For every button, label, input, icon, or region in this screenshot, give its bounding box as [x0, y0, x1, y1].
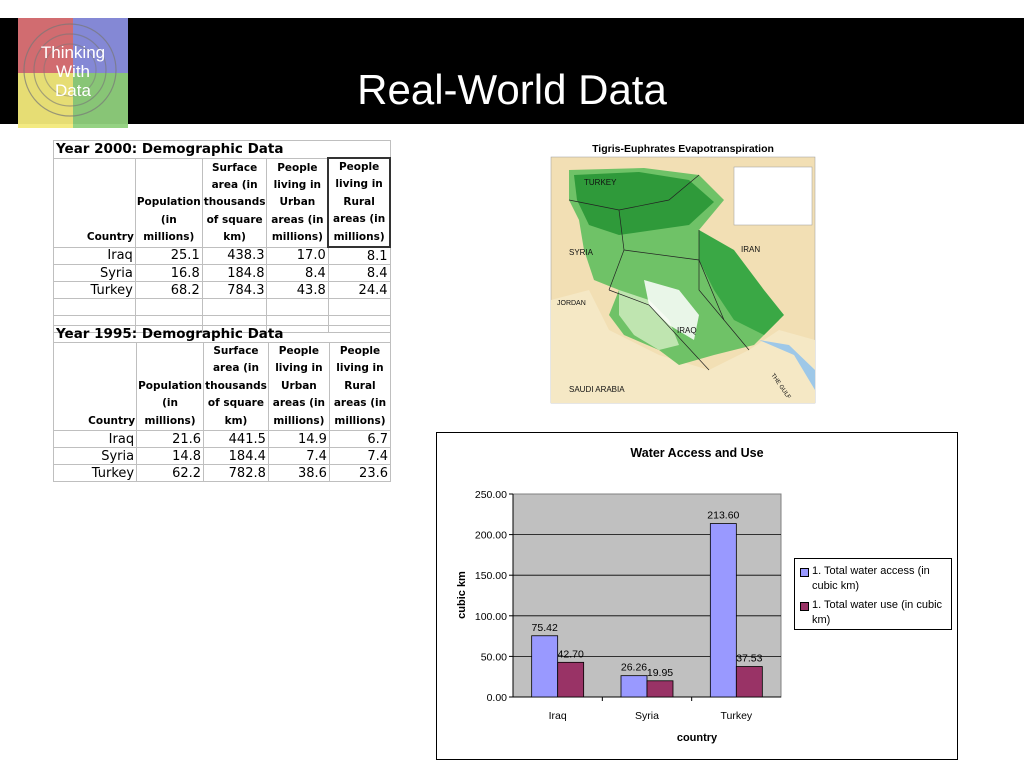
table-title: Year 1995: Demographic Data — [53, 325, 391, 343]
table-title: Year 2000: Demographic Data — [53, 140, 391, 159]
table-cell: 25.1 — [134, 246, 203, 266]
table-row: Syria 16.8 184.8 8.4 8.4 — [53, 264, 391, 283]
table-row: Turkey 62.2 782.8 38.6 23.6 — [52, 464, 392, 483]
table-row: Iraq 21.6 441.5 14.9 6.7 — [52, 430, 392, 449]
table-cell: 23.6 — [328, 464, 392, 483]
demographic-table-1995: Year 1995: Demographic Data Country Popu… — [52, 325, 392, 483]
country-cell: Turkey — [53, 281, 136, 300]
y-tick-label: 50.00 — [481, 651, 507, 663]
demographic-table-2000: Year 2000: Demographic Data Country Popu… — [53, 140, 391, 334]
table-cell: 8.4 — [266, 264, 329, 283]
table-cell: 438.3 — [201, 246, 268, 266]
table-cell: 24.4 — [327, 281, 391, 300]
map-label-jordan: JORDAN — [557, 300, 586, 307]
y-tick-label: 150.00 — [475, 570, 507, 582]
column-header: People living in Urban areas (in million… — [267, 341, 330, 432]
data-label: 26.26 — [621, 662, 647, 674]
table-cell: 21.6 — [136, 430, 205, 449]
table-cell: 784.3 — [201, 281, 268, 300]
legend-label: 1. Total water use (in cubic km) — [812, 599, 943, 626]
legend-swatch — [800, 602, 809, 611]
map-label-saudi-arabia: SAUDI ARABIA — [569, 385, 625, 394]
y-tick-label: 200.00 — [475, 530, 507, 542]
water-access-chart: Water Access and Use 0.00 50.00 100.00 150.… — [436, 432, 958, 760]
country-cell: Syria — [52, 447, 138, 466]
data-label: 42.70 — [558, 648, 584, 660]
column-header: People living in Urban areas (in million… — [266, 157, 329, 248]
chart-svg: Water Access and Use 0.00 50.00 100.00 150.… — [456, 446, 782, 744]
map-title: Tigris-Euphrates Evapotranspiration — [592, 143, 774, 155]
table-row: Turkey 68.2 784.3 43.8 24.4 — [53, 281, 391, 300]
table-cell: 14.8 — [136, 447, 205, 466]
table-cell: 7.4 — [267, 447, 330, 466]
x-axis-label: country — [677, 732, 718, 744]
title-bar: Thinking With Data Real-World Data — [0, 18, 1024, 128]
logo-text-line-3: Data — [55, 81, 91, 100]
table-cell: 8.4 — [327, 264, 391, 283]
y-tick-label: 0.00 — [487, 692, 508, 704]
legend-label: 1. Total water access (in cubic km) — [812, 565, 930, 592]
chart-legend: 1. Total water access (in cubic km) 1. T… — [794, 558, 952, 630]
x-axis-ticks: Iraq Syria Turkey — [549, 697, 753, 722]
bar-iraq-series-2 — [557, 661, 585, 698]
column-header: People living in Rural areas (in million… — [328, 341, 392, 432]
legend-swatch — [800, 568, 809, 577]
country-cell: Syria — [53, 264, 136, 283]
table-cell: 441.5 — [203, 430, 269, 449]
bar-turkey-series-1 — [709, 523, 737, 698]
map-legend — [733, 166, 813, 226]
map-label-turkey: TURKEY — [584, 178, 617, 187]
x-tick-label: Turkey — [720, 710, 752, 722]
table-cell: 184.4 — [203, 447, 269, 466]
map-label-iran: IRAN — [741, 245, 760, 254]
table-cell: 7.4 — [328, 447, 392, 466]
data-label: 37.53 — [736, 653, 762, 665]
thinking-with-data-logo: Thinking With Data — [18, 18, 128, 128]
table-cell: 14.9 — [267, 430, 330, 449]
x-tick-label: Iraq — [549, 710, 567, 722]
column-header: Population (in millions) — [136, 341, 205, 432]
country-cell: Iraq — [52, 430, 138, 449]
data-label: 19.95 — [647, 667, 673, 679]
y-axis-label: cubic km — [456, 571, 468, 619]
table-cell: 782.8 — [203, 464, 269, 483]
y-tick-label: 100.00 — [475, 611, 507, 623]
column-header: People living in Rural areas (in million… — [327, 156, 391, 249]
data-label: 75.42 — [532, 622, 558, 634]
map-label-iraq: IRAQ — [677, 326, 697, 335]
table-cell: 16.8 — [134, 264, 203, 283]
bar-turkey-series-2 — [735, 666, 763, 698]
data-label: 213.60 — [707, 510, 739, 522]
column-header: Surface area (in thousands of square km) — [203, 341, 269, 432]
table-cell: 184.8 — [201, 264, 268, 283]
column-header: Country — [53, 157, 136, 248]
table-cell: 38.6 — [267, 464, 330, 483]
y-tick-label: 250.00 — [475, 489, 507, 501]
table-cell: 62.2 — [136, 464, 205, 483]
logo-text-line-1: Thinking — [41, 43, 105, 62]
table-row: Iraq 25.1 438.3 17.0 8.1 — [53, 246, 391, 266]
chart-title: Water Access and Use — [630, 446, 763, 460]
map-label-syria: SYRIA — [569, 248, 594, 257]
table-row: Syria 14.8 184.4 7.4 7.4 — [52, 447, 392, 466]
empty-row — [53, 298, 391, 317]
bar-syria-series-2 — [646, 680, 674, 698]
x-tick-label: Syria — [635, 710, 659, 722]
table-cell: 17.0 — [266, 246, 329, 266]
table-cell: 43.8 — [266, 281, 329, 300]
country-cell: Iraq — [53, 246, 136, 266]
slide-title: Real-World Data — [357, 66, 667, 113]
bar-iraq-series-1 — [531, 635, 559, 698]
table-cell: 68.2 — [134, 281, 203, 300]
logo-text-line-2: With — [56, 62, 90, 81]
country-cell: Turkey — [52, 464, 138, 483]
table-cell: 8.1 — [327, 246, 391, 266]
bars: 75.42 42.70 26.26 19.95 213.60 37.53 — [531, 510, 763, 698]
evapotranspiration-map: Tigris-Euphrates Evapotranspiration TURK… — [549, 140, 817, 405]
column-header: Country — [52, 341, 138, 432]
table-cell: 6.7 — [328, 430, 392, 449]
bar-syria-series-1 — [620, 675, 648, 698]
column-header: Surface area (in thousands of square km) — [201, 157, 268, 248]
column-header: Population (in millions) — [134, 157, 203, 248]
